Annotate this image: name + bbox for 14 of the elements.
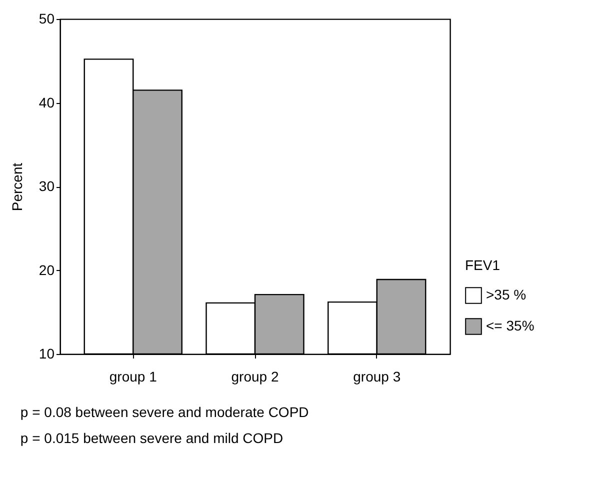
text: p = 0.08 between severe and moderate COPD xyxy=(20,404,309,420)
legend-label: <= 35% xyxy=(486,318,534,334)
legend-title: FEV1 xyxy=(465,257,500,273)
y-tick-label: 10 xyxy=(38,346,55,362)
y-tick-label: 50 xyxy=(38,10,55,26)
y-axis-title: Percent xyxy=(8,162,25,212)
x-tick-label: group 1 xyxy=(109,368,158,384)
text: p = 0.015 between severe and mild COPD xyxy=(20,430,284,446)
y-tick-label: 40 xyxy=(38,94,55,110)
y-tick-label: 30 xyxy=(38,178,55,194)
y-tick-label: 20 xyxy=(38,262,55,278)
x-tick-label: group 2 xyxy=(231,368,279,384)
legend-label: >35 % xyxy=(486,286,526,302)
x-tick-label: group 3 xyxy=(353,368,401,384)
